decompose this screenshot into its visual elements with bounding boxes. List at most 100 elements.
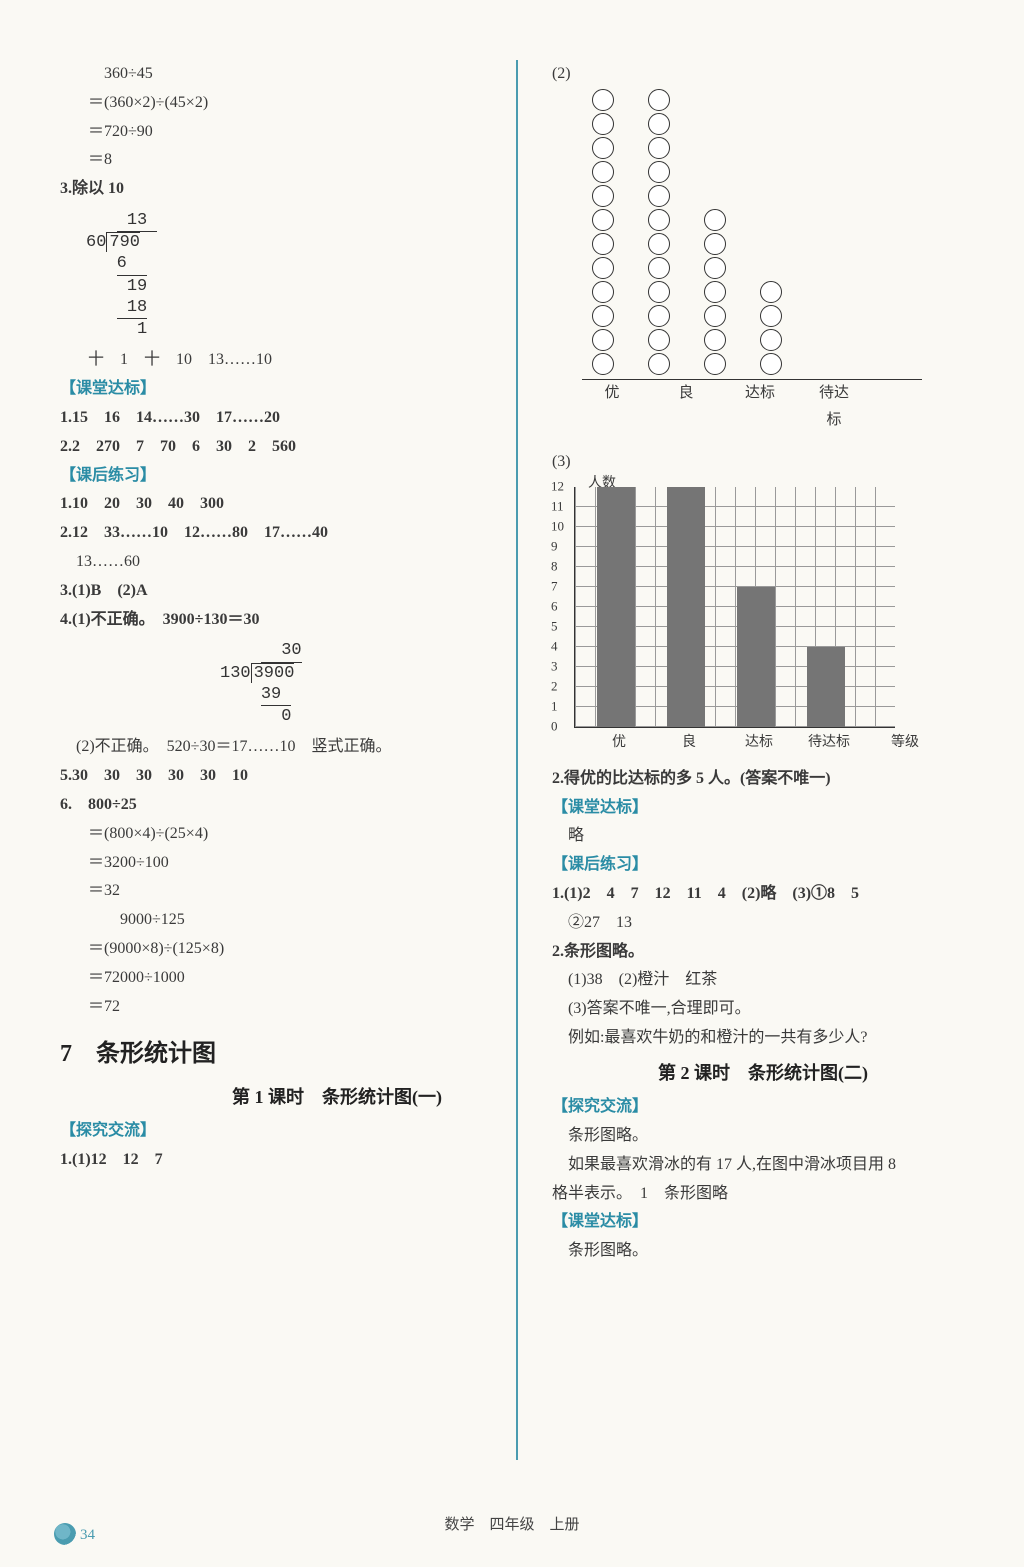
chapter-7-title: 7 条形统计图 xyxy=(60,1033,482,1076)
circle-icon xyxy=(704,305,726,327)
category-label: 良 xyxy=(666,380,706,434)
section-explore: 【探究交流】 xyxy=(60,1117,482,1146)
circle-icon xyxy=(592,209,614,231)
section-explore: 【探究交流】 xyxy=(552,1093,974,1122)
section-classtest: 【课堂达标】 xyxy=(552,794,974,823)
section-classtest: 【课堂达标】 xyxy=(60,375,482,404)
ld1-r4: 1 xyxy=(137,320,147,339)
circle-icon xyxy=(592,113,614,135)
ld2-dividend: 3900 xyxy=(254,664,295,683)
answer-line: 3.(1)B (2)A xyxy=(60,577,482,606)
answer-line: 条形图略。 xyxy=(552,1237,974,1266)
circle-icon xyxy=(592,161,614,183)
calc-line: 360÷45 xyxy=(60,60,482,89)
calc-line: ＝3200÷100 xyxy=(60,849,482,878)
q6-label: 6. 800÷25 xyxy=(60,791,482,820)
circle-icon xyxy=(648,233,670,255)
answer-line: (2)不正确。 520÷30＝17……10 竖式正确。 xyxy=(60,733,482,762)
circle-icon xyxy=(704,209,726,231)
circle-icon xyxy=(760,353,782,375)
lesson-1-title: 第 1 课时 条形统计图(一) xyxy=(60,1081,482,1113)
circle-stack xyxy=(704,209,726,375)
circle-icon xyxy=(648,305,670,327)
answer-line: 2.2 270 7 70 6 30 2 560 xyxy=(60,433,482,462)
answer-line: 如果最喜欢滑冰的有 17 人,在图中滑冰项目用 8 xyxy=(552,1151,974,1180)
long-division-1: 13 60790 6 19 18 1 xyxy=(86,210,157,341)
lesson-2-title: 第 2 课时 条形统计图(二) xyxy=(552,1057,974,1089)
two-column-layout: 360÷45 ＝(360×2)÷(45×2) ＝720÷90 ＝8 3.除以 1… xyxy=(60,60,974,1460)
y-tick-label: 0 xyxy=(551,715,558,738)
ld2-divisor: 130 xyxy=(220,664,251,683)
left-column: 360÷45 ＝(360×2)÷(45×2) ＝720÷90 ＝8 3.除以 1… xyxy=(60,60,482,1460)
circle-icon xyxy=(704,257,726,279)
circle-stack xyxy=(648,89,670,375)
y-tick-label: 4 xyxy=(551,635,558,658)
page: 360÷45 ＝(360×2)÷(45×2) ＝720÷90 ＝8 3.除以 1… xyxy=(0,0,1024,1567)
circle-icon xyxy=(760,329,782,351)
category-label: 优 xyxy=(592,380,632,434)
y-tick-label: 10 xyxy=(551,515,564,538)
calc-line: ＝72000÷1000 xyxy=(60,964,482,993)
bar-chart-xlabels: 优良达标待达标等级 xyxy=(594,730,974,755)
circle-icon xyxy=(760,305,782,327)
right-column: (2) 优良达标待达标 (3) 人数 0123456789101112 优良达标… xyxy=(552,60,974,1460)
calc-line: 9000÷125 xyxy=(60,906,482,935)
circle-icon xyxy=(592,89,614,111)
circle-icon xyxy=(648,161,670,183)
x-category-label: 良 xyxy=(664,730,714,755)
answer-line: 2.得优的比达标的多 5 人。(答案不唯一) xyxy=(552,765,974,794)
bar-chart: 人数 0123456789101112 优良达标待达标等级 xyxy=(574,487,974,755)
ld1-r1: 6 xyxy=(117,254,127,273)
x-category-label: 优 xyxy=(594,730,644,755)
q2-label: (2) xyxy=(552,60,974,89)
ld2-quotient: 30 xyxy=(281,641,301,660)
answer-line: ②27 13 xyxy=(552,909,974,938)
circle-icon xyxy=(648,281,670,303)
answer-line: 1.(1)2 4 7 12 11 4 (2)略 (3)①8 5 xyxy=(552,880,974,909)
answer-line: 略 xyxy=(552,822,974,851)
circle-stack xyxy=(760,281,782,375)
circle-icon xyxy=(704,233,726,255)
x-category-label: 达标 xyxy=(734,730,784,755)
section-homework: 【课后练习】 xyxy=(60,462,482,491)
bar xyxy=(737,587,775,727)
answer-line: 1.15 16 14……30 17……20 xyxy=(60,404,482,433)
circle-icon xyxy=(648,89,670,111)
circle-icon xyxy=(592,233,614,255)
circle-icon xyxy=(648,113,670,135)
calc-line: ＝(360×2)÷(45×2) xyxy=(60,89,482,118)
category-label: 待达标 xyxy=(814,380,854,434)
answer-line: 1.10 20 30 40 300 xyxy=(60,490,482,519)
calc-line: ＝8 xyxy=(60,146,482,175)
ld1-quotient: 13 xyxy=(127,211,147,230)
bar xyxy=(597,487,635,727)
circle-stack-chart xyxy=(592,89,974,375)
answer-line: (3)答案不唯一,合理即可。 xyxy=(552,995,974,1024)
y-tick-label: 1 xyxy=(551,695,558,718)
circle-stack xyxy=(592,89,614,375)
section-classtest: 【课堂达标】 xyxy=(552,1208,974,1237)
circle-icon xyxy=(648,185,670,207)
x-axis-title: 等级 xyxy=(880,730,930,755)
y-tick-label: 11 xyxy=(551,495,564,518)
ld2-r2: 0 xyxy=(281,707,291,726)
y-tick-label: 5 xyxy=(551,615,558,638)
ld1-divisor: 60 xyxy=(86,233,106,252)
y-tick-label: 12 xyxy=(551,475,564,498)
category-label: 达标 xyxy=(740,380,780,434)
y-tick-label: 3 xyxy=(551,655,558,678)
circle-icon xyxy=(760,281,782,303)
answer-line: 2.条形图略。 xyxy=(552,938,974,967)
answer-line: 例如:最喜欢牛奶的和橙汁的一共有多少人? xyxy=(552,1024,974,1053)
calc-line: ＝72 xyxy=(60,993,482,1022)
circle-icon xyxy=(704,281,726,303)
ld2-r1: 39 xyxy=(261,685,281,704)
circle-icon xyxy=(648,329,670,351)
circle-icon xyxy=(592,185,614,207)
bar xyxy=(667,487,705,727)
calc-line: ＝720÷90 xyxy=(60,118,482,147)
question-3-label: 3.除以 10 xyxy=(60,175,482,204)
tally-line: 十 1 十 10 13……10 xyxy=(60,346,482,375)
answer-line: 4.(1)不正确。 3900÷130＝30 xyxy=(60,606,482,635)
y-tick-label: 9 xyxy=(551,535,558,558)
